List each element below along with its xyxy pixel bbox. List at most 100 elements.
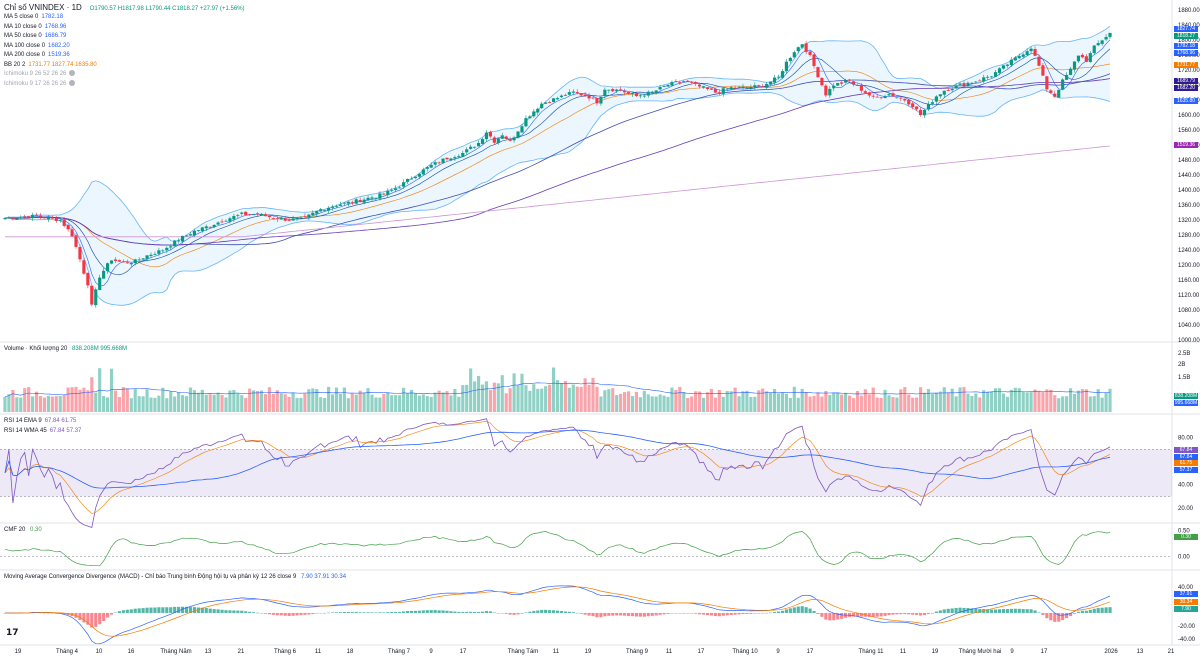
candle-body	[851, 81, 856, 85]
macd-histogram-bar	[488, 611, 492, 613]
volume-bar	[484, 381, 489, 412]
price-tick-label: 1800.00	[1178, 38, 1200, 44]
candle-body	[240, 212, 244, 214]
macd-histogram-bar	[409, 610, 414, 613]
macd-histogram-bar	[915, 612, 919, 615]
macd-histogram-bar	[1053, 612, 1057, 622]
candle-body	[697, 84, 702, 87]
macd-histogram-bar	[934, 611, 938, 613]
volume-bar	[540, 388, 544, 412]
macd-histogram-bar	[1065, 612, 1069, 619]
macd-histogram-bar	[311, 612, 315, 615]
volume-bar	[678, 386, 682, 412]
volume-bar	[1053, 395, 1057, 412]
legend-row-5[interactable]: BB 20 2 1731.77 1827.74 1635.80	[4, 61, 97, 71]
macd-histogram-bar	[993, 609, 998, 613]
macd-histogram-bar	[776, 611, 781, 613]
volume-bar	[473, 381, 477, 412]
macd-histogram-bar	[228, 610, 232, 613]
macd-histogram-bar	[1001, 609, 1006, 613]
candle-body	[409, 178, 414, 180]
tradingview-logo[interactable]: 17	[6, 628, 19, 638]
volume-bar	[532, 384, 536, 412]
macd-histogram-bar	[670, 612, 674, 614]
volume-bar	[966, 393, 970, 412]
volume-bar	[1072, 393, 1077, 412]
candle-body	[259, 213, 264, 216]
macd-histogram-bar	[149, 607, 153, 613]
volume-bar	[86, 390, 90, 412]
candle-body	[662, 86, 666, 87]
macd-histogram-bar	[394, 611, 398, 613]
macd-histogram-bar	[425, 610, 429, 613]
macd-histogram-bar	[354, 611, 358, 613]
legend-row-1[interactable]: MA 10 close 0 1768.96	[4, 23, 97, 33]
volume-legend[interactable]: Volume · Khối lượng 20 838.208M 995.668M	[4, 345, 127, 355]
macd-histogram-bar	[334, 612, 339, 613]
volume-bar	[66, 387, 70, 412]
volume-bar	[950, 388, 954, 412]
hidden-eye-icon[interactable]	[69, 70, 76, 76]
rsi-legend[interactable]: RSI 14 EMA 9 67.84 61.75 RSI 14 WMA 45 67.8…	[4, 417, 81, 436]
volume-bar	[496, 383, 500, 412]
macd-legend[interactable]: Moving Average Convergence Divergence (M…	[4, 573, 346, 583]
candle-body	[891, 93, 895, 97]
macd-histogram-bar	[212, 609, 216, 613]
macd-histogram-bar	[204, 608, 208, 613]
candle-body	[358, 200, 362, 202]
candle-body	[599, 96, 603, 104]
macd-histogram-bar	[42, 612, 47, 614]
legend-row-2[interactable]: MA 50 close 0 1686.79	[4, 32, 97, 42]
time-axis-label: 9	[429, 649, 433, 655]
legend-row-3[interactable]: MA 100 close 0 1682.20	[4, 42, 97, 52]
time-axis-label: 17	[1041, 649, 1048, 655]
price-tag: 1768.96	[1174, 49, 1198, 56]
volume-bar	[559, 383, 564, 412]
macd-histogram-bar	[788, 608, 792, 613]
candle-body	[54, 218, 58, 221]
candle-body	[129, 263, 133, 265]
volume-bar	[255, 391, 260, 412]
cmf-legend[interactable]: CMF 20 0.30	[4, 526, 42, 536]
volume-bar	[997, 388, 1002, 412]
macd-histogram-bar	[978, 608, 982, 613]
volume-bar	[252, 390, 256, 412]
volume-bar	[259, 390, 264, 412]
candle-body	[745, 87, 749, 89]
candle-body	[1092, 45, 1096, 54]
legend-row-0[interactable]: MA 5 close 0 1782.18	[4, 13, 97, 23]
rsi-legend-row-1[interactable]: RSI 14 WMA 45 67.84 57.37	[4, 427, 81, 437]
candle-body	[106, 263, 110, 272]
candle-body	[480, 139, 485, 144]
volume-bar	[765, 391, 769, 412]
volume-bar	[855, 390, 860, 412]
macd-histogram-bar	[757, 612, 761, 614]
hidden-eye-icon[interactable]	[69, 79, 76, 86]
candle-body	[1009, 59, 1013, 66]
macd-histogram-bar	[445, 610, 449, 613]
bollinger-basis-line	[4, 63, 1111, 268]
volume-bar	[425, 396, 429, 412]
legend-row-4[interactable]: MA 200 close 0 1519.36	[4, 51, 97, 61]
candle-body	[907, 99, 911, 105]
macd-histogram-bar	[46, 612, 50, 614]
volume-bar	[563, 381, 567, 412]
volume-bar	[445, 391, 449, 412]
candle-body	[31, 214, 35, 219]
price-tick-label: 1360.00	[1178, 203, 1200, 209]
volume-bar	[694, 391, 698, 412]
candle-body	[244, 211, 248, 215]
macd-histogram-bar	[102, 612, 106, 621]
legend-row-6[interactable]: Ichimoku 9 26 52 26 26	[4, 70, 97, 80]
candle-body	[42, 217, 47, 219]
time-axis-label: 19	[15, 649, 22, 655]
symbol-title[interactable]: Chỉ số VNINDEX · 1D	[4, 3, 82, 12]
volume-bar	[374, 397, 378, 412]
volume-bar	[378, 397, 382, 412]
rsi-legend-row-0[interactable]: RSI 14 EMA 9 67.84 61.75	[4, 417, 81, 427]
volume-bar	[137, 396, 141, 412]
legend-row-7[interactable]: Ichimoku 9 17 26 26 26	[4, 79, 97, 90]
time-axis-label: Tháng Tám	[508, 649, 539, 655]
